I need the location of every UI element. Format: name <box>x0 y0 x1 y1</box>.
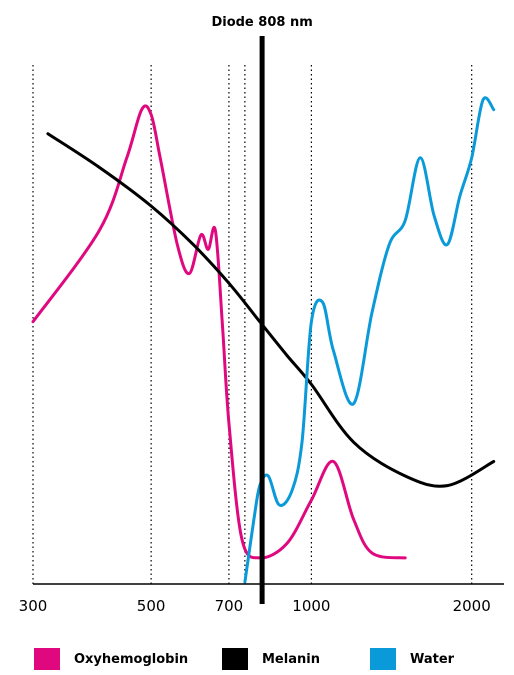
legend-label-water: Water <box>410 651 455 667</box>
legend-item-melanin: Melanin <box>222 648 320 670</box>
legend-label-melanin: Melanin <box>262 651 320 667</box>
legend: Oxyhemoglobin Melanin Water <box>0 648 514 672</box>
axis-layer: 300 500 700 1000 2000 <box>19 583 504 615</box>
legend-swatch-melanin <box>222 648 248 670</box>
x-tick-label-300: 300 <box>19 597 48 615</box>
legend-label-oxyhemoglobin: Oxyhemoglobin <box>74 651 189 667</box>
legend-swatch-water <box>370 648 396 670</box>
diode-marker-label: Diode 808 nm <box>211 15 312 30</box>
series-line-oxyhemoglobin <box>31 104 407 560</box>
x-tick-label-700: 700 <box>215 597 244 615</box>
x-tick-label-500: 500 <box>137 597 166 615</box>
annotation-layer: Diode 808 nm <box>211 15 313 604</box>
legend-swatch-oxyhemoglobin <box>34 648 60 670</box>
legend-item-water: Water <box>370 648 454 670</box>
x-tick-label-1000: 1000 <box>292 597 330 615</box>
series-line-water <box>243 96 496 584</box>
series-layer <box>31 96 496 584</box>
grid-layer <box>32 65 473 584</box>
x-tick-label-2000: 2000 <box>453 597 491 615</box>
legend-item-oxyhemoglobin: Oxyhemoglobin <box>34 648 188 670</box>
series-line-melanin <box>46 132 496 488</box>
